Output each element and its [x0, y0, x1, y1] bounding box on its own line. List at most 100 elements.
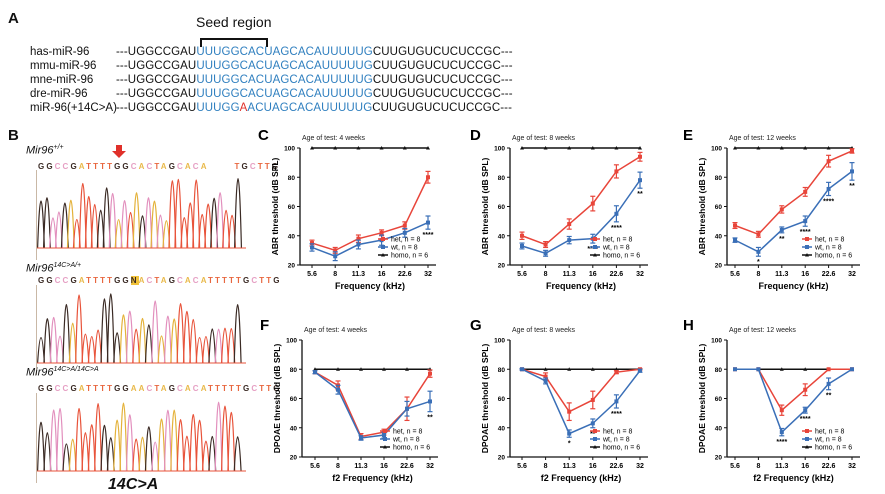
base-call: A: [78, 276, 87, 285]
base-call: T: [154, 162, 161, 171]
alignment-row: mne-miR-96 ---UGGCCGAUUUUGGCACUAGCACAUUUU…: [30, 73, 513, 87]
y-tick-label: 60: [715, 396, 723, 403]
x-axis-label: f2 Frequency (kHz): [541, 473, 622, 483]
trace-peak: [108, 193, 117, 249]
data-point-wt: [310, 245, 314, 250]
sequence: ---UGGCCGAUUUUGGAACUAGCACAUUUUUGCUUGUGUC…: [116, 102, 512, 114]
data-point-het: [543, 374, 548, 379]
trace-peak: [189, 319, 198, 364]
series-line-wt: [734, 170, 853, 253]
base-calls: GGCCGATTTTGGNACTAGCACATTTTTGCTTG: [38, 276, 282, 285]
base-call: T: [107, 384, 115, 393]
genotype-superscript: 14C>A/14C>A: [53, 366, 99, 373]
data-point-het: [567, 222, 572, 227]
y-tick-label: 100: [711, 338, 722, 345]
trace-peak: [138, 436, 147, 472]
legend-marker-wt: [383, 437, 387, 441]
significance-marker: **: [590, 431, 596, 438]
x-tick-label: 5.6: [730, 463, 740, 470]
legend-marker-het: [593, 237, 597, 241]
base-call: C: [62, 162, 71, 171]
base-call: C: [177, 162, 185, 171]
y-tick-label: 40: [498, 425, 506, 432]
data-point-wt: [850, 169, 854, 174]
data-point-wt: [382, 433, 386, 438]
trace-peak: [75, 407, 84, 472]
data-point-het: [310, 241, 314, 246]
x-tick-label: 32: [636, 271, 644, 278]
sequence: ---UGGCCGAUUUUGGCACUAGCACAUUUUUGCUUGUGUC…: [116, 60, 513, 72]
y-axis-label: ABR threshold (dB SPL): [480, 157, 490, 255]
base-call: T: [154, 384, 161, 393]
base-call: C: [192, 384, 201, 393]
legend-marker-homo: [805, 445, 809, 449]
series-line-het: [734, 150, 853, 236]
base-call: A: [160, 162, 169, 171]
legend-label: homo, n = 6: [603, 445, 640, 452]
y-tick-label: 40: [715, 233, 723, 240]
series-line-het: [314, 371, 431, 438]
base-call: G: [242, 384, 252, 393]
trace-peak: [144, 324, 153, 364]
trace-peak: [37, 421, 45, 472]
base-call: A: [138, 276, 147, 285]
trace-peak: [68, 322, 77, 364]
trace-peak: [75, 294, 84, 364]
trace-peak: [210, 197, 219, 249]
trace-peak: [220, 327, 229, 364]
base-call: T: [214, 384, 222, 393]
genotype-superscript: +/+: [53, 144, 64, 151]
data-point-wt: [426, 220, 430, 225]
trace-peak: [168, 180, 177, 249]
base-call: G: [242, 276, 252, 285]
data-point-het: [733, 223, 737, 228]
trace-peak: [90, 204, 99, 249]
trace-peak: [156, 214, 165, 249]
base-call: T: [107, 276, 115, 285]
trace-peak: [144, 426, 153, 472]
trace-peak: [119, 314, 128, 364]
x-tick-label: 22.6: [400, 463, 414, 470]
x-tick-label: 16: [801, 463, 809, 470]
series-line-wt: [521, 179, 641, 255]
x-tick-label: 22.6: [822, 271, 836, 278]
chromatogram: [36, 285, 246, 375]
genotype-base: Mir96: [26, 366, 54, 379]
mutation-base: A: [239, 102, 248, 114]
x-tick-label: 5.6: [517, 271, 527, 278]
flanking-segment: ---UGGCCGAU: [116, 74, 197, 86]
base-call: C: [62, 384, 71, 393]
legend-label: het, n = 8: [603, 429, 632, 436]
trace-peak: [94, 402, 103, 472]
data-point-het: [850, 148, 854, 153]
series-line-wt: [521, 368, 641, 435]
y-tick-label: 20: [498, 263, 506, 270]
legend-label: wt, n = 8: [390, 245, 418, 252]
base-call: C: [251, 276, 260, 285]
data-point-wt: [520, 243, 524, 248]
significance-marker: ****: [423, 232, 434, 239]
genotype-base: Mir96: [26, 262, 54, 275]
trace-peak: [49, 316, 58, 364]
base-call: G: [46, 276, 55, 285]
data-point-wt: [733, 238, 737, 243]
clipped-caption: 14C>A: [108, 476, 159, 493]
base-call: C: [146, 384, 155, 393]
base-call: C: [54, 384, 63, 393]
alignment-row: miR-96(+14C>A)---UGGCCGAUUUUGGAACUAGCACA…: [30, 101, 512, 115]
data-point-wt: [402, 230, 407, 235]
data-point-wt: [590, 421, 595, 426]
panel-letter-a: A: [8, 10, 19, 27]
legend-marker-homo: [593, 253, 597, 257]
panel-letter-d: D: [470, 127, 481, 144]
y-tick-label: 80: [288, 175, 296, 182]
legend-marker-homo: [383, 445, 387, 449]
trace-peak: [43, 432, 52, 472]
y-tick-label: 20: [715, 263, 723, 270]
base-call: T: [93, 384, 101, 393]
significance-marker: **: [826, 393, 832, 400]
data-point-het: [356, 236, 361, 241]
base-call: C: [62, 276, 71, 285]
data-point-homo: [779, 367, 784, 371]
